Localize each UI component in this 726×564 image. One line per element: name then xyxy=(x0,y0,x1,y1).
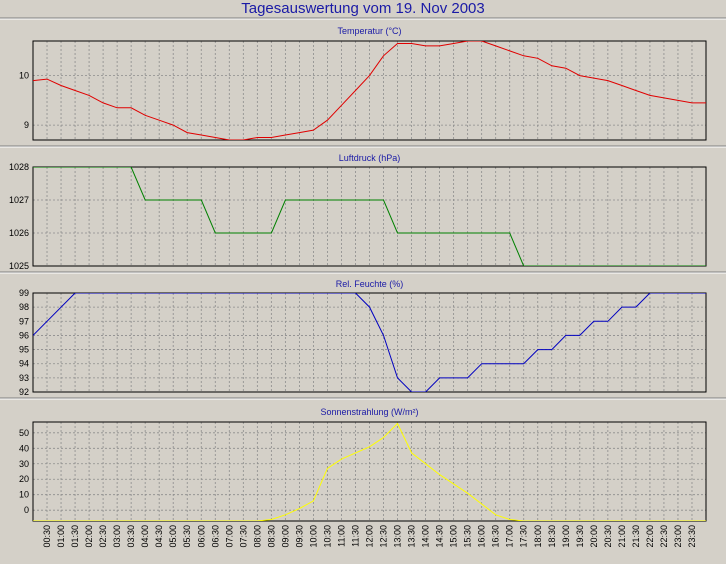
plot-frame xyxy=(32,421,707,522)
x-tick-label: 14:00 xyxy=(421,525,431,548)
y-tick-label: 1026 xyxy=(9,228,29,238)
chart-temperatur-c: Temperatur (°C) 9 10 xyxy=(0,17,726,141)
x-tick-label: 22:00 xyxy=(645,525,655,548)
x-tick-label: 20:00 xyxy=(589,525,599,548)
y-tick-label: 96 xyxy=(19,330,29,340)
x-tick-label: 12:00 xyxy=(365,525,375,548)
y-tick-label: 93 xyxy=(19,373,29,383)
x-tick-label: 23:30 xyxy=(687,525,697,548)
x-tick-label: 01:30 xyxy=(70,525,80,548)
x-tick-label: 11:00 xyxy=(337,525,347,547)
chart-title: Sonnenstrahlung (W/m²) xyxy=(320,407,418,417)
plot-frame xyxy=(32,166,707,267)
series-line-rel-feuchte xyxy=(33,293,706,392)
x-tick-label: 10:00 xyxy=(308,525,318,548)
x-tick-label: 20:30 xyxy=(603,525,613,548)
chart-luftdruck-hpa: Luftdruck (hPa) 1025 1026 1027 1028 xyxy=(0,145,726,271)
y-tick-label: 99 xyxy=(19,288,29,298)
x-tick-label: 07:30 xyxy=(238,525,248,548)
x-tick-label: 16:30 xyxy=(491,525,501,548)
series-line-temperatur-c xyxy=(33,41,706,140)
y-tick-label: 94 xyxy=(19,359,29,369)
plot-frame xyxy=(32,40,707,141)
x-tick-label: 02:00 xyxy=(84,525,94,548)
x-tick-label: 15:00 xyxy=(449,525,459,548)
x-tick-label: 08:30 xyxy=(266,525,276,548)
x-tick-label: 19:30 xyxy=(575,525,585,548)
x-tick-label: 09:00 xyxy=(280,525,290,548)
x-tick-label: 04:00 xyxy=(140,525,150,548)
x-tick-label: 02:30 xyxy=(98,525,108,548)
chart-sonnenstrahlung-w-m: Sonnenstrahlung (W/m²) 0 10 20 30 40 50 xyxy=(0,397,726,522)
chart-title: Temperatur (°C) xyxy=(337,26,401,36)
y-tick-label: 50 xyxy=(19,428,29,438)
chart-title: Luftdruck (hPa) xyxy=(339,153,401,163)
y-tick-label: 30 xyxy=(19,459,29,469)
y-tick-label: 97 xyxy=(19,316,29,326)
x-tick-label: 15:30 xyxy=(463,525,473,548)
x-tick-label: 13:00 xyxy=(393,525,403,548)
x-tick-label: 06:30 xyxy=(210,525,220,548)
x-tick-label: 18:30 xyxy=(547,525,557,548)
x-tick-label: 18:00 xyxy=(533,525,543,548)
x-tick-label: 16:00 xyxy=(477,525,487,548)
x-tick-label: 06:00 xyxy=(196,525,206,548)
x-tick-label: 05:30 xyxy=(182,525,192,548)
x-tick-label: 09:30 xyxy=(294,525,304,548)
x-tick-label: 23:00 xyxy=(673,525,683,548)
x-tick-label: 03:30 xyxy=(126,525,136,548)
y-tick-label: 98 xyxy=(19,302,29,312)
x-tick-label: 13:30 xyxy=(407,525,417,548)
x-tick-label: 12:30 xyxy=(379,525,389,548)
x-tick-label: 17:00 xyxy=(505,525,515,548)
y-tick-label: 92 xyxy=(19,387,29,397)
chart-rel-feuchte: Rel. Feuchte (%) 92 93 94 95 96 97 98 99 xyxy=(0,271,726,397)
y-tick-label: 40 xyxy=(19,443,29,453)
y-tick-label: 95 xyxy=(19,345,29,355)
y-tick-label: 1028 xyxy=(9,162,29,172)
series-line-sonnenstrahlung-w-m xyxy=(33,422,706,521)
y-tick-label: 1027 xyxy=(9,195,29,205)
y-tick-label: 1025 xyxy=(9,261,29,271)
x-tick-label: 21:30 xyxy=(631,525,641,548)
x-tick-label: 03:00 xyxy=(112,525,122,548)
series-line-luftdruck-hpa xyxy=(33,167,706,266)
y-tick-label: 9 xyxy=(24,120,29,130)
report-title: Tagesauswertung vom 19. Nov 2003 xyxy=(241,0,485,17)
x-tick-label: 19:00 xyxy=(561,525,571,548)
y-tick-label: 0 xyxy=(24,505,29,515)
x-tick-label: 04:30 xyxy=(154,525,164,548)
x-tick-label: 00:30 xyxy=(42,525,52,548)
x-tick-label: 17:30 xyxy=(519,525,529,548)
x-tick-label: 11:30 xyxy=(351,525,361,547)
x-tick-label: 14:30 xyxy=(435,525,445,548)
y-tick-label: 20 xyxy=(19,474,29,484)
x-tick-label: 08:00 xyxy=(252,525,262,548)
x-axis-labels: 00:30 01:00 01:30 02:00 02:30 03:00 03:30 04:00… xyxy=(42,525,697,548)
x-tick-label: 05:00 xyxy=(168,525,178,548)
x-tick-label: 10:30 xyxy=(322,525,332,548)
x-tick-label: 22:30 xyxy=(659,525,669,548)
x-tick-label: 01:00 xyxy=(56,525,66,548)
x-tick-label: 21:00 xyxy=(617,525,627,548)
y-tick-label: 10 xyxy=(19,71,29,81)
y-tick-label: 10 xyxy=(19,490,29,500)
chart-title: Rel. Feuchte (%) xyxy=(336,279,404,289)
plot-frame xyxy=(32,292,707,393)
x-tick-label: 07:00 xyxy=(224,525,234,548)
